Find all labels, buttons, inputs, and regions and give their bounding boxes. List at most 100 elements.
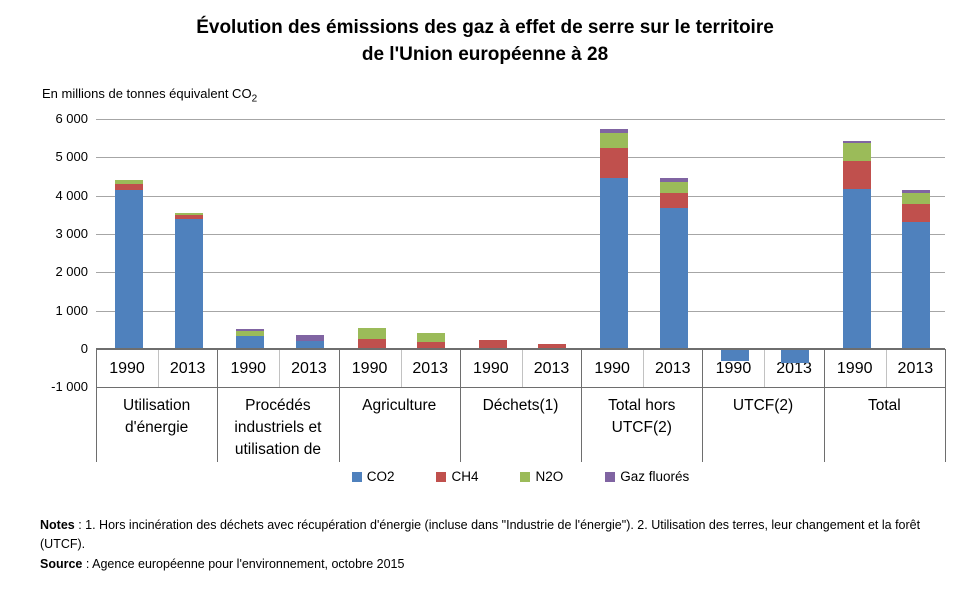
category-label-line: Déchets(1) xyxy=(482,397,559,414)
gridline-1000 xyxy=(96,310,945,312)
bar-segment-co2 xyxy=(600,178,629,349)
year-label: 2013 xyxy=(654,360,691,377)
bar-segment-ch4 xyxy=(902,204,931,223)
category-label-line: Procédés xyxy=(245,397,311,414)
y-axis-tick-label: 1 000 xyxy=(55,302,88,318)
year-cell-separator-line xyxy=(764,349,766,387)
year-label: 1990 xyxy=(836,360,873,377)
year-label: 2013 xyxy=(291,360,327,377)
category-label-line: UTCF(2) xyxy=(611,419,672,436)
notes-label: Notes xyxy=(40,518,75,532)
gridline-3000 xyxy=(96,233,945,235)
bar-segment-co2 xyxy=(295,340,324,349)
year-label: 2013 xyxy=(533,360,570,377)
bar-segment-gaz-fluorés xyxy=(295,335,324,341)
legend-label: Gaz fluorés xyxy=(620,469,690,484)
bar-segment-ch4 xyxy=(478,339,507,349)
x-axis-line xyxy=(96,348,945,350)
bar-segment-gaz-fluorés xyxy=(600,129,629,133)
bar-segment-n2o xyxy=(357,328,386,340)
bar-segment-n2o xyxy=(600,132,629,149)
year-label: 1990 xyxy=(109,360,145,377)
bar-segment-gaz-fluorés xyxy=(236,329,265,331)
gridline-2000 xyxy=(96,272,945,274)
bar-segment-n2o xyxy=(417,332,446,342)
year-cell-separator-line xyxy=(279,349,281,387)
y-axis-tick-label: 5 000 xyxy=(55,149,88,165)
bar-segment-co2 xyxy=(842,188,871,349)
category-label: Total xyxy=(824,388,945,417)
category-label-line: UTCF(2) xyxy=(732,397,794,414)
year-label: 2013 xyxy=(169,360,206,377)
group-separator-line xyxy=(581,349,583,462)
group-separator-line xyxy=(459,349,461,462)
bar-segment-gaz-fluorés xyxy=(842,140,871,144)
year-label: 2013 xyxy=(412,360,448,377)
bar-segment-ch4 xyxy=(538,344,567,349)
bar-segment-ch4 xyxy=(842,160,871,189)
category-label: Utilisation d'énergie xyxy=(96,388,217,439)
y-axis-tick-label: 6 000 xyxy=(55,110,88,126)
bar-segment-ch4 xyxy=(659,192,688,209)
year-label: 1990 xyxy=(351,360,388,377)
chart-title: Évolution des émissions des gaz à effet … xyxy=(0,14,970,68)
bar-segment-n2o xyxy=(115,180,143,184)
category-label: Total hors UTCF(2) xyxy=(581,388,702,439)
legend-item-n2o: N2O xyxy=(520,469,563,484)
year-cell-separator-line xyxy=(400,349,402,387)
bar-segment-ch4 xyxy=(174,215,203,219)
bar-segment-ch4 xyxy=(417,341,446,349)
legend-item-ch4: CH4 xyxy=(436,469,478,484)
bar-segment-co2 xyxy=(236,335,265,349)
year-label: 1990 xyxy=(594,360,630,377)
chart-title-line1: Évolution des émissions des gaz à effet … xyxy=(196,17,774,38)
category-label-line: Utilisation xyxy=(123,397,191,414)
bar-segment-ch4 xyxy=(357,339,386,349)
group-separator-line xyxy=(945,349,946,462)
category-label-line: Total hors xyxy=(608,397,676,414)
bar-segment-n2o xyxy=(236,330,265,336)
footnotes: Notes : 1. Hors incinération des déchets… xyxy=(40,516,958,574)
year-label: 2013 xyxy=(897,360,934,377)
year-cell-separator-line xyxy=(885,349,887,387)
y-axis-tick-label: 2 000 xyxy=(55,264,88,280)
year-row-bottom-line xyxy=(96,387,945,388)
group-separator-line xyxy=(702,349,704,462)
bar-segment-ch4 xyxy=(115,183,143,191)
category-label: Déchets(1) xyxy=(460,388,581,417)
gridline-4000 xyxy=(96,195,945,197)
bar-segment-n2o xyxy=(659,181,688,193)
legend-swatch-icon xyxy=(351,471,362,482)
y-axis-tick-label: 3 000 xyxy=(55,225,88,241)
notes-line: Notes : 1. Hors incinération des déchets… xyxy=(40,516,958,554)
bar-segment-co2 xyxy=(780,349,809,364)
bar-segment-co2 xyxy=(659,208,688,349)
source-text: : Agence européenne pour l'environnement… xyxy=(82,557,405,571)
year-label: 1990 xyxy=(715,360,752,377)
y-axis-unit-label: En millions de tonnes équivalent CO2 xyxy=(42,86,258,105)
group-separator-line xyxy=(823,349,825,462)
bar-segment-co2 xyxy=(174,218,203,349)
bar-segment-n2o xyxy=(174,212,203,216)
notes-text: : 1. Hors incinération des déchets avec … xyxy=(40,518,921,551)
y-axis-tick-label: 4 000 xyxy=(55,187,88,203)
bar-segment-n2o xyxy=(902,193,931,205)
y-axis-tick-label: 0 xyxy=(80,341,88,356)
category-label: Procédés industriels et utilisation de xyxy=(217,388,338,461)
bar-segment-n2o xyxy=(842,143,871,161)
legend-swatch-icon xyxy=(605,471,616,482)
legend-label: CO2 xyxy=(366,469,395,484)
bar-segment-gaz-fluorés xyxy=(659,178,688,182)
category-label: Agriculture xyxy=(339,388,460,417)
legend-item-co2: CO2 xyxy=(351,469,395,484)
legend-item-gaz-fluorés: Gaz fluorés xyxy=(605,469,689,484)
category-label: UTCF(2) xyxy=(702,388,823,417)
year-label: 1990 xyxy=(230,360,267,377)
year-label: 1990 xyxy=(473,360,509,377)
bar-segment-co2 xyxy=(902,222,931,349)
legend-swatch-icon xyxy=(436,471,447,482)
legend-swatch-icon xyxy=(520,471,531,482)
group-separator-line xyxy=(217,349,219,462)
